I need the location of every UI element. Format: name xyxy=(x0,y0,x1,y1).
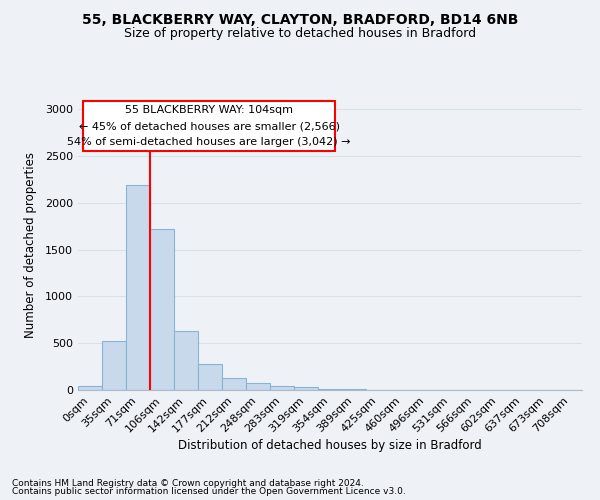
Text: 55, BLACKBERRY WAY, CLAYTON, BRADFORD, BD14 6NB: 55, BLACKBERRY WAY, CLAYTON, BRADFORD, B… xyxy=(82,12,518,26)
Bar xyxy=(150,229,174,390)
Bar xyxy=(318,388,342,390)
Text: Contains public sector information licensed under the Open Government Licence v3: Contains public sector information licen… xyxy=(12,487,406,496)
Bar xyxy=(246,383,270,390)
Text: Contains HM Land Registry data © Crown copyright and database right 2024.: Contains HM Land Registry data © Crown c… xyxy=(12,478,364,488)
Bar xyxy=(102,342,126,390)
Bar xyxy=(78,386,102,390)
Bar xyxy=(294,387,318,390)
Text: 55 BLACKBERRY WAY: 104sqm: 55 BLACKBERRY WAY: 104sqm xyxy=(125,106,293,116)
Text: Size of property relative to detached houses in Bradford: Size of property relative to detached ho… xyxy=(124,28,476,40)
Y-axis label: Number of detached properties: Number of detached properties xyxy=(23,152,37,338)
Bar xyxy=(270,386,294,390)
Text: 54% of semi-detached houses are larger (3,042) →: 54% of semi-detached houses are larger (… xyxy=(67,137,351,147)
Text: ← 45% of detached houses are smaller (2,566): ← 45% of detached houses are smaller (2,… xyxy=(79,121,340,131)
Bar xyxy=(222,378,246,390)
Bar xyxy=(126,185,150,390)
Bar xyxy=(174,330,198,390)
X-axis label: Distribution of detached houses by size in Bradford: Distribution of detached houses by size … xyxy=(178,440,482,452)
Bar xyxy=(198,364,222,390)
